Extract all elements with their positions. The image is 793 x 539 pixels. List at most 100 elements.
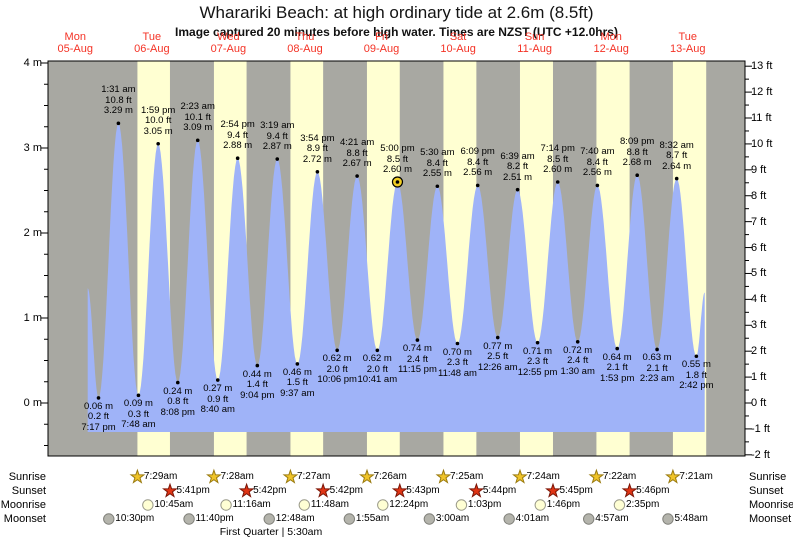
tide-marker [395, 180, 400, 184]
day-label: Sun 11-Aug [517, 31, 552, 55]
sunset-time: 5:43pm [406, 485, 440, 496]
low-tide-label: 0.62 m 2.0 ft 10:06 pm [317, 353, 357, 386]
tide-marker [575, 340, 580, 344]
moonrise-icon [142, 499, 154, 511]
tide-marker [275, 157, 280, 161]
page-subtitle: Image captured 20 minutes before high wa… [175, 25, 618, 39]
high-tide-label: 8:32 am 8.7 ft 2.64 m [659, 139, 694, 172]
sunrise-row-label-left: Sunrise [8, 471, 46, 483]
low-tide-label: 0.55 m 1.8 ft 2:42 pm [679, 359, 714, 392]
high-tide-label: 2:54 pm 9.4 ft 2.88 m [220, 119, 255, 152]
moonset-icon [503, 513, 515, 525]
moonset-icon [103, 513, 115, 525]
y-axis-right-label: 11 ft [751, 112, 772, 124]
high-tide-label: 3:19 am 9.4 ft 2.87 m [260, 120, 295, 153]
low-tide-label: 0.27 m 0.9 ft 8:40 am [200, 383, 235, 416]
tide-marker [175, 380, 180, 385]
day-label: Thu 08-Aug [287, 31, 323, 55]
sunset-icon [391, 482, 408, 498]
moonrise-icon [298, 499, 311, 511]
low-tide-label: 0.72 m 2.4 ft 1:30 am [560, 344, 595, 377]
high-tide-label: 7:40 am 8.4 ft 2.56 m [580, 146, 615, 179]
moonset-icon [263, 513, 275, 525]
tide-marker [615, 346, 620, 351]
tide-marker [295, 362, 300, 366]
tide-marker [694, 354, 699, 359]
tide-marker [96, 396, 101, 400]
sunrise-icon [588, 468, 605, 484]
moonrise-icon [534, 499, 546, 511]
sunrise-icon [359, 468, 375, 484]
moonset-time: 5:48am [674, 513, 708, 524]
low-tide-label: 0.77 m 2.5 ft 12:26 am [477, 340, 518, 373]
tide-marker [475, 183, 480, 188]
moonrise-icon [377, 499, 389, 511]
tide-marker [355, 174, 359, 178]
moonrise-time: 12:24pm [389, 499, 429, 510]
moonrise-row-label-right: Moonrise [749, 499, 793, 511]
sunrise-time: 7:27am [296, 471, 331, 482]
sunrise-icon [129, 468, 146, 484]
y-axis-right-label: 0 ft [751, 397, 767, 409]
tide-marker [674, 176, 679, 181]
tide-marker [235, 156, 240, 160]
high-tide-label: 4:21 am 8.8 ft 2.67 m [339, 137, 375, 170]
tide-marker [315, 170, 320, 174]
sunset-time: 5:42pm [253, 485, 287, 496]
day-label: Fri 09-Aug [363, 31, 400, 55]
moonrise-time: 2:35pm [625, 499, 660, 510]
sunset-time: 5:46pm [636, 485, 670, 496]
moon-phase-caption: First Quarter | 5:30am [219, 526, 323, 538]
sunset-icon [545, 482, 561, 498]
sunset-row-label-left: Sunset [11, 485, 46, 497]
tide-marker [195, 138, 200, 143]
moonrise-icon [455, 499, 468, 511]
sunset-icon [621, 482, 638, 498]
low-tide-label: 0.44 m 1.4 ft 9:04 pm [240, 368, 275, 401]
low-tide-label: 0.63 m 2.1 ft 2:23 am [639, 352, 675, 385]
low-tide-label: 0.09 m 0.3 ft 7:48 am [121, 398, 156, 431]
day-label: Mon 12-Aug [593, 31, 629, 55]
sunrise-row-label-right: Sunrise [749, 471, 787, 483]
tide-marker [455, 341, 460, 346]
tide-marker [495, 335, 500, 340]
y-axis-left-label: 0 m [23, 397, 42, 409]
moonset-icon [183, 513, 195, 525]
low-tide-label: 0.70 m 2.3 ft 11:48 am [437, 346, 477, 379]
tide-marker [255, 363, 260, 368]
high-tide-label: 5:30 am 8.4 ft 2.55 m [420, 147, 455, 180]
y-axis-right-label: 1 ft [751, 371, 767, 384]
y-axis-right-label: -2 ft [751, 448, 770, 461]
sunset-icon [315, 482, 332, 498]
day-label: Wed 07-Aug [210, 31, 247, 55]
sunset-row-label-right: Sunset [749, 485, 784, 497]
tide-marker [555, 180, 560, 184]
sunrise-icon [206, 468, 222, 484]
day-label: Sat 10-Aug [440, 31, 476, 55]
low-tide-label: 0.46 m 1.5 ft 9:37 am [280, 366, 315, 399]
moonset-time: 12:48am [275, 513, 315, 524]
sunset-time: 5:45pm [559, 485, 593, 496]
y-axis-right-label: 6 ft [751, 241, 767, 254]
high-tide-label: 2:23 am 10.1 ft 3.09 m [180, 101, 215, 134]
y-axis-right-label: 12 ft [751, 86, 773, 99]
tide-marker [535, 340, 540, 345]
y-axis-left-label: 3 m [23, 142, 42, 154]
tide-marker [515, 187, 520, 192]
moonset-time: 4:01am [515, 513, 550, 524]
plot-border [47, 60, 746, 457]
sunrise-time: 7:28am [220, 471, 254, 482]
low-tide-label: 0.71 m 2.3 ft 12:55 pm [517, 345, 558, 378]
water-area [87, 123, 705, 433]
y-axis-right-label: 4 ft [751, 293, 767, 306]
tide-marker [655, 347, 659, 352]
tide-marker [116, 121, 121, 126]
y-axis-right-label: 5 ft [751, 267, 767, 280]
tide-marker [215, 378, 220, 382]
moonset-time: 4:57am [595, 513, 629, 524]
high-tide-label: 7:14 pm 8.5 ft 2.60 m [540, 143, 575, 175]
tide-marker [415, 338, 420, 342]
moonrise-icon [220, 499, 232, 511]
